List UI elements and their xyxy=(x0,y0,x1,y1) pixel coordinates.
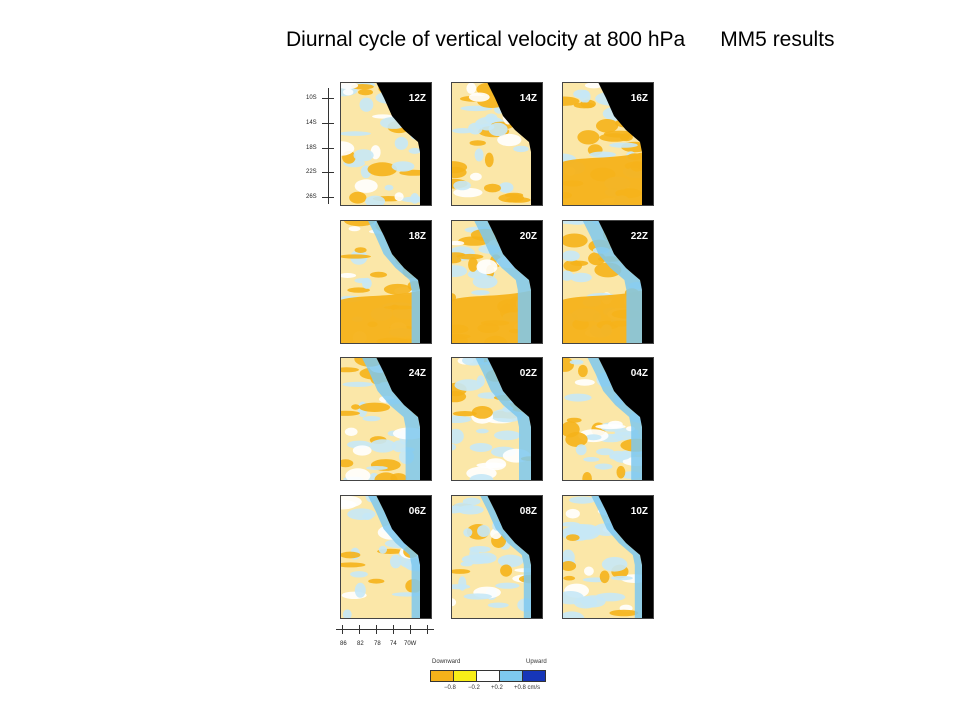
longitude-tick-label: 70W xyxy=(404,641,417,647)
latitude-tick-label: 14S xyxy=(306,120,317,126)
longitude-tick-mark xyxy=(393,625,394,634)
panel-time-label: 18Z xyxy=(408,231,426,242)
map-panel-04z: 04Z xyxy=(562,357,654,481)
vertical-velocity-map xyxy=(340,495,432,619)
legend-swatch xyxy=(454,671,477,681)
map-panel-18z: 18Z xyxy=(340,220,432,344)
map-panel-16z: 16Z xyxy=(562,82,654,206)
legend-tick-label: +0.8 cm/s xyxy=(514,685,541,691)
map-panel-12z: 12Z xyxy=(340,82,432,206)
panel-time-label: 16Z xyxy=(630,93,648,104)
legend-downward-label: Downward xyxy=(432,659,461,665)
map-panel-14z: 14Z xyxy=(451,82,543,206)
vertical-velocity-map xyxy=(340,82,432,206)
vertical-velocity-map xyxy=(562,82,654,206)
latitude-tick-mark xyxy=(322,123,334,124)
latitude-tick-label: 18S xyxy=(306,145,317,151)
legend-swatch xyxy=(477,671,500,681)
vertical-velocity-map xyxy=(451,82,543,206)
latitude-tick-label: 10S xyxy=(306,95,317,101)
latitude-tick-mark xyxy=(322,148,334,149)
longitude-tick-mark xyxy=(410,625,411,634)
color-legend: Downward Upward −0.8 −0.2 +0.2 +0.8 cm/s xyxy=(428,656,568,696)
longitude-axis-line xyxy=(336,629,434,630)
legend-swatch xyxy=(431,671,454,681)
panel-time-label: 02Z xyxy=(519,368,537,379)
map-panel-20z: 20Z xyxy=(451,220,543,344)
legend-tick-label: +0.2 xyxy=(491,685,503,691)
vertical-velocity-map xyxy=(562,495,654,619)
longitude-tick-mark xyxy=(427,625,428,634)
latitude-tick-mark xyxy=(322,197,334,198)
panel-time-label: 08Z xyxy=(519,506,537,517)
vertical-velocity-map xyxy=(451,357,543,481)
legend-swatch xyxy=(500,671,523,681)
map-panel-24z: 24Z xyxy=(340,357,432,481)
latitude-tick-mark xyxy=(322,172,334,173)
longitude-tick-label: 74 xyxy=(390,641,397,647)
latitude-tick-mark xyxy=(322,98,334,99)
panel-time-label: 06Z xyxy=(408,506,426,517)
vertical-velocity-map xyxy=(562,357,654,481)
map-panel-02z: 02Z xyxy=(451,357,543,481)
vertical-velocity-map xyxy=(562,220,654,344)
map-panel-10z: 10Z xyxy=(562,495,654,619)
longitude-tick-label: 82 xyxy=(357,641,364,647)
longitude-tick-mark xyxy=(376,625,377,634)
vertical-velocity-map xyxy=(340,220,432,344)
map-panel-08z: 08Z xyxy=(451,495,543,619)
panel-time-label: 10Z xyxy=(630,506,648,517)
longitude-tick-mark xyxy=(359,625,360,634)
panel-time-label: 12Z xyxy=(408,93,426,104)
vertical-velocity-map xyxy=(451,220,543,344)
panel-time-label: 22Z xyxy=(630,231,648,242)
vertical-velocity-map xyxy=(451,495,543,619)
legend-color-bar xyxy=(430,670,546,682)
slide-title: Diurnal cycle of vertical velocity at 80… xyxy=(286,28,835,51)
panel-time-label: 24Z xyxy=(408,368,426,379)
vertical-velocity-map xyxy=(340,357,432,481)
panel-time-label: 14Z xyxy=(519,93,537,104)
latitude-tick-label: 22S xyxy=(306,169,317,175)
longitude-tick-mark xyxy=(342,625,343,634)
legend-tick-label: −0.8 xyxy=(444,685,456,691)
latitude-tick-label: 26S xyxy=(306,194,317,200)
longitude-tick-label: 78 xyxy=(374,641,381,647)
panel-time-label: 20Z xyxy=(519,231,537,242)
legend-tick-label: −0.2 xyxy=(468,685,480,691)
longitude-tick-label: 86 xyxy=(340,641,347,647)
latitude-axis-line xyxy=(328,88,329,204)
panel-time-label: 04Z xyxy=(630,368,648,379)
legend-upward-label: Upward xyxy=(526,659,547,665)
map-panel-22z: 22Z xyxy=(562,220,654,344)
map-panel-06z: 06Z xyxy=(340,495,432,619)
legend-swatch xyxy=(523,671,545,681)
